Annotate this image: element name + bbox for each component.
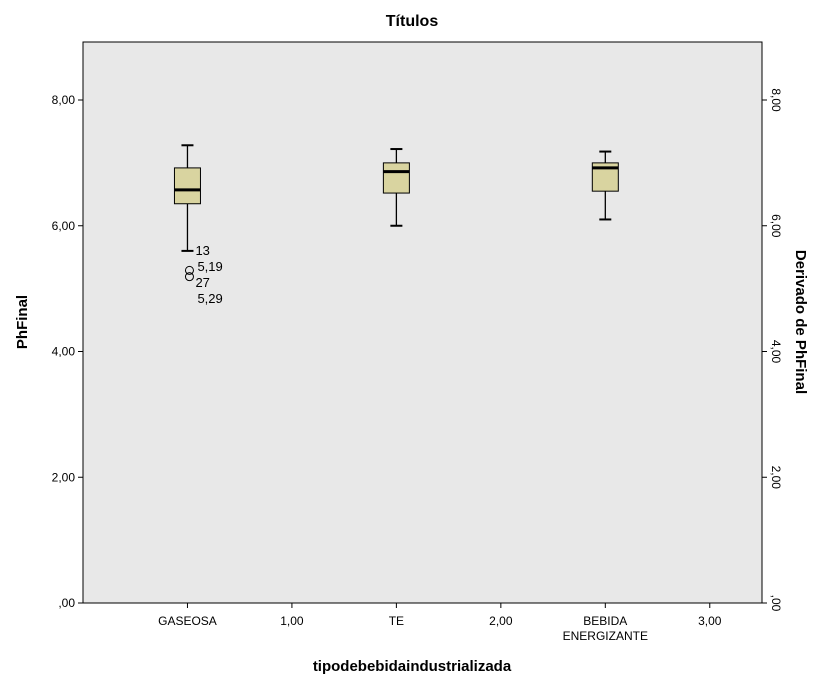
y2-tick-label: 6,00 [769,214,783,238]
x-tick-label: TE [389,614,404,628]
outlier-label: 5,29 [197,291,222,306]
chart-title: Títulos [386,13,439,30]
outlier-label: 27 [195,275,209,290]
outlier-label: 5,19 [197,259,222,274]
y-tick-label: ,00 [58,596,75,610]
y-tick-label: 2,00 [52,470,76,484]
outlier-point [184,265,194,275]
y2-tick-label: 8,00 [769,88,783,112]
outlier-label: 13 [195,243,209,258]
y2-tick-label: 4,00 [769,340,783,364]
y-tick-label: 6,00 [52,219,76,233]
y2-tick-label: ,00 [769,595,783,612]
y2-axis-label: Derivado de PhFinal [792,250,809,394]
box [173,167,201,205]
x-tick-label: 3,00 [698,614,722,628]
y2-tick-label: 2,00 [769,466,783,490]
x-tick-label: 2,00 [489,614,513,628]
outlier-point [184,272,194,282]
plot-area [83,42,762,603]
x-tick-label: GASEOSA [158,614,217,628]
x-tick-label: 1,00 [280,614,304,628]
plot-frame [82,41,763,604]
x-tick-label: BEBIDA [583,614,627,628]
box [382,162,410,194]
y-axis-label: PhFinal [14,295,31,349]
x-axis-label: tipodebebidaindustrializada [313,658,512,675]
x-tick-label: ENERGIZANTE [563,629,648,643]
y-tick-label: 4,00 [52,345,76,359]
y-tick-label: 8,00 [52,93,76,107]
